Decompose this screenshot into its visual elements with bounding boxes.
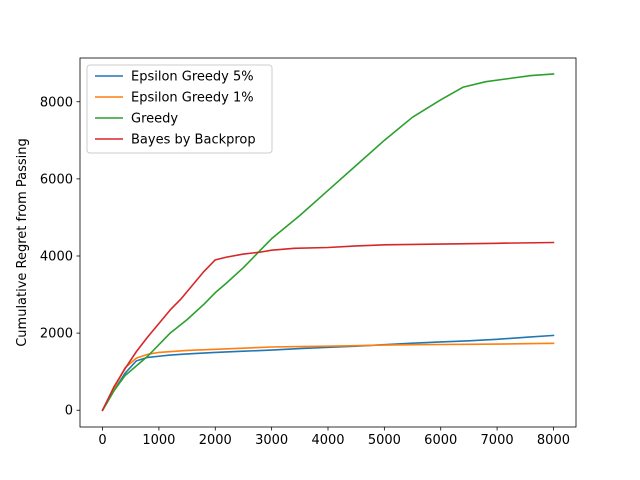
legend-box (86, 64, 273, 154)
legend-label: Epsilon Greedy 1% (131, 91, 254, 106)
x-tick-label: 3000 (255, 433, 288, 448)
x-tick-label: 6000 (424, 433, 457, 448)
x-tick-label: 2000 (199, 433, 232, 448)
y-tick-label: 6000 (40, 172, 73, 187)
y-tick-label: 2000 (40, 327, 73, 342)
plot-lines (101, 73, 555, 412)
series-line-4 (101, 241, 555, 412)
y-tick-label: 4000 (40, 249, 73, 264)
x-tick-label: 5000 (368, 433, 401, 448)
x-tick-label: 8000 (537, 433, 570, 448)
series-line-1 (101, 334, 555, 412)
x-axis-ticks: 0 1000 2000 3000 4000 5000 6000 7000 8000 (98, 427, 570, 448)
y-tick-label: 8000 (40, 95, 73, 110)
legend-label: Greedy (131, 112, 178, 127)
legend-label: Epsilon Greedy 5% (131, 70, 254, 85)
legend: Epsilon Greedy 5% Epsilon Greedy 1% Greedy… (86, 64, 273, 154)
x-tick-label: 4000 (311, 433, 344, 448)
legend-label: Bayes by Backprop (131, 133, 256, 148)
y-axis-label: Cumulative Regret from Passing (15, 138, 30, 347)
y-axis-ticks: 0 2000 4000 6000 8000 (40, 95, 80, 419)
x-tick-label: 1000 (142, 433, 175, 448)
x-tick-label: 0 (98, 433, 106, 448)
y-tick-label: 0 (65, 404, 73, 419)
series-line-3 (101, 73, 555, 412)
x-tick-label: 7000 (481, 433, 514, 448)
series-line-2 (101, 342, 555, 412)
